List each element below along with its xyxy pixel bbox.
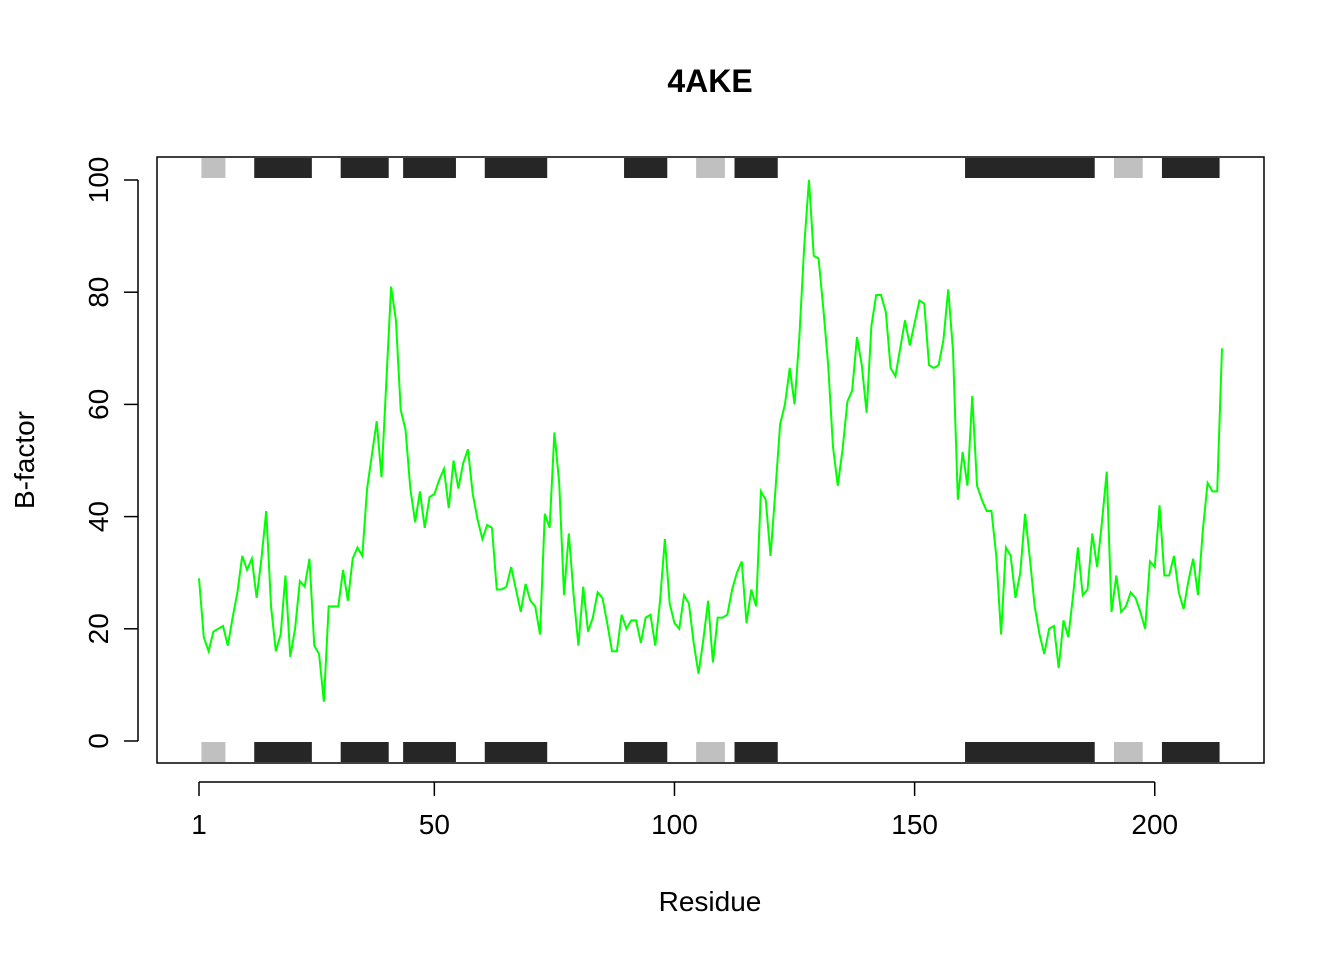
sse-block-bottom-6 [624, 742, 668, 762]
sse-block-top-10 [1113, 158, 1143, 178]
x-tick-label-150: 150 [891, 809, 938, 840]
x-tick-label-1: 1 [191, 809, 207, 840]
sse-block-bottom-8 [734, 742, 778, 762]
y-tick-label-20: 20 [83, 613, 114, 644]
sse-block-top-7 [696, 158, 725, 178]
sse-block-bottom-1 [201, 742, 226, 762]
sse-block-bottom-4 [403, 742, 456, 762]
sse-block-top-4 [403, 158, 456, 178]
y-tick-label-80: 80 [83, 277, 114, 308]
x-tick-label-50: 50 [419, 809, 450, 840]
sse-block-top-6 [624, 158, 668, 178]
sse-blocks-bottom [201, 742, 1220, 762]
x-tick-label-100: 100 [651, 809, 698, 840]
sse-block-top-1 [201, 158, 226, 178]
x-axis-label: Residue [659, 886, 762, 917]
x-tick-label-200: 200 [1131, 809, 1178, 840]
sse-block-bottom-5 [484, 742, 548, 762]
plot-area [156, 156, 1265, 764]
sse-block-bottom-11 [1161, 742, 1220, 762]
sse-block-top-5 [484, 158, 548, 178]
y-axis-label: B-factor [9, 411, 40, 509]
chart-title: 4AKE [667, 63, 752, 99]
sse-block-top-3 [340, 158, 389, 178]
sse-block-bottom-3 [340, 742, 389, 762]
y-tick-label-60: 60 [83, 389, 114, 420]
y-tick-label-40: 40 [83, 501, 114, 532]
sse-block-bottom-7 [696, 742, 725, 762]
sse-blocks-top [201, 158, 1220, 178]
series-line [198, 179, 1223, 702]
y-axis: 0 20 40 60 80 100 [83, 157, 139, 749]
sse-block-bottom-9 [965, 742, 1095, 762]
y-tick-label-100: 100 [83, 157, 114, 204]
x-axis: 1 50 100 150 200 [191, 781, 1178, 840]
sse-block-top-9 [965, 158, 1095, 178]
sse-block-top-11 [1161, 158, 1220, 178]
y-tick-label-0: 0 [83, 733, 114, 749]
sse-block-bottom-2 [254, 742, 312, 762]
sse-block-top-8 [734, 158, 778, 178]
sse-block-top-2 [254, 158, 312, 178]
sse-block-bottom-10 [1113, 742, 1143, 762]
